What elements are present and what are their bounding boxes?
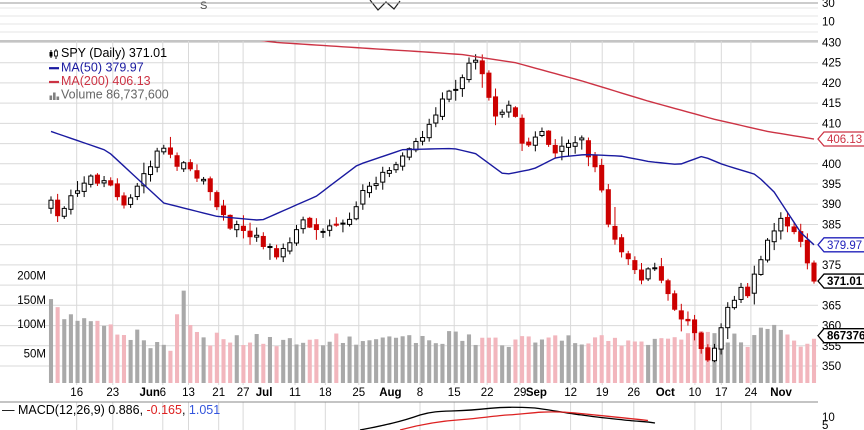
- svg-text:420: 420: [822, 78, 841, 90]
- svg-text:400: 400: [822, 159, 841, 171]
- svg-text:S: S: [200, 0, 207, 12]
- svg-text:16: 16: [70, 387, 83, 399]
- svg-text:395: 395: [822, 179, 841, 191]
- svg-text:8: 8: [417, 387, 423, 399]
- svg-text:27: 27: [237, 387, 250, 399]
- svg-text:Sep: Sep: [526, 387, 547, 399]
- svg-text:26: 26: [627, 387, 640, 399]
- svg-text:29: 29: [514, 387, 527, 399]
- svg-text:11: 11: [289, 387, 301, 399]
- svg-text:Nov: Nov: [770, 387, 792, 399]
- svg-text:379.97: 379.97: [827, 240, 862, 252]
- svg-text:15: 15: [448, 387, 461, 399]
- svg-text:19: 19: [596, 387, 609, 399]
- svg-text:410: 410: [822, 118, 841, 130]
- svg-text:5: 5: [822, 420, 828, 430]
- svg-text:23: 23: [106, 387, 119, 399]
- svg-text:150M: 150M: [17, 295, 46, 307]
- svg-text:SPY (Daily) 371.01: SPY (Daily) 371.01: [61, 46, 167, 60]
- svg-text:415: 415: [822, 98, 841, 110]
- svg-text:18: 18: [319, 387, 332, 399]
- svg-text:350: 350: [822, 361, 841, 373]
- svg-text:— MACD(12,26,9) 0.886, -0.165,: — MACD(12,26,9) 0.886, -0.165, 1.051: [2, 403, 220, 417]
- svg-text:MA(50) 379.97: MA(50) 379.97: [61, 61, 144, 75]
- svg-text:375: 375: [822, 260, 841, 272]
- svg-text:365: 365: [822, 300, 841, 312]
- svg-text:385: 385: [822, 220, 841, 232]
- svg-text:Aug: Aug: [379, 387, 401, 399]
- svg-text:200M: 200M: [17, 271, 46, 283]
- svg-text:13: 13: [182, 387, 195, 399]
- svg-text:21: 21: [212, 387, 225, 399]
- svg-text:24: 24: [745, 387, 758, 399]
- svg-text:Volume 86,737,600: Volume 86,737,600: [61, 88, 169, 102]
- svg-text:17: 17: [715, 387, 728, 399]
- svg-text:Jun: Jun: [139, 387, 159, 399]
- svg-text:10: 10: [822, 17, 835, 29]
- svg-text:12: 12: [564, 387, 577, 399]
- svg-text:406.13: 406.13: [827, 134, 862, 146]
- svg-text:371.01: 371.01: [827, 276, 863, 288]
- svg-text:425: 425: [822, 58, 841, 70]
- svg-text:22: 22: [481, 387, 494, 399]
- svg-text:Jul: Jul: [256, 387, 273, 399]
- svg-text:6: 6: [160, 387, 166, 399]
- svg-text:390: 390: [822, 199, 841, 211]
- svg-text:50M: 50M: [24, 349, 46, 361]
- svg-text:430: 430: [822, 38, 841, 50]
- svg-text:867376: 867376: [827, 331, 864, 343]
- svg-text:Oct: Oct: [656, 387, 675, 399]
- svg-text:10: 10: [689, 387, 702, 399]
- svg-text:30: 30: [822, 0, 835, 10]
- svg-text:100M: 100M: [17, 319, 46, 331]
- svg-text:25: 25: [352, 387, 365, 399]
- svg-text:MA(200) 406.13: MA(200) 406.13: [61, 74, 151, 88]
